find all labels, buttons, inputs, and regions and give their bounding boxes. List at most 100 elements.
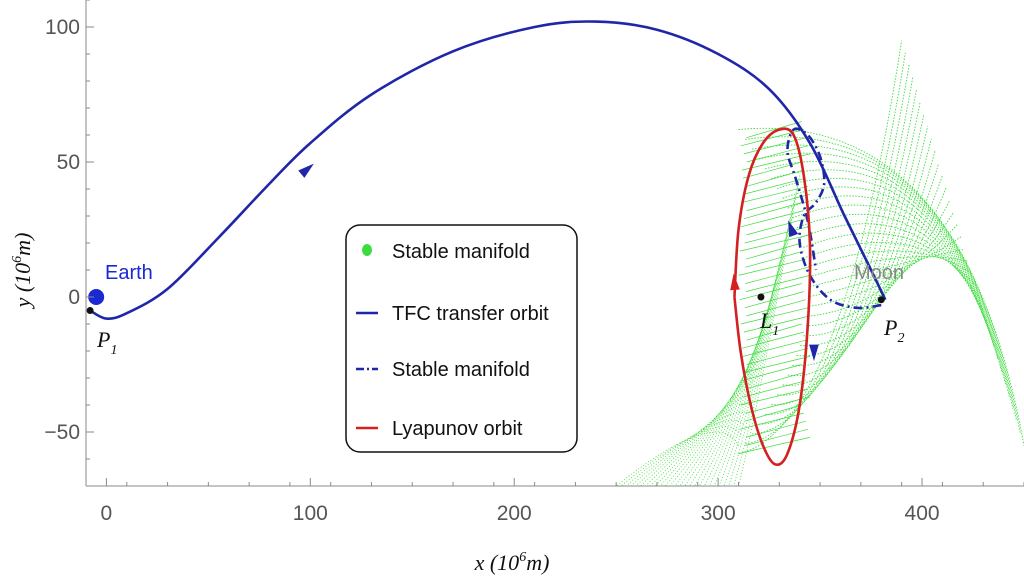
stable-manifold-trajectory <box>723 207 793 486</box>
stable-manifold-dashed-line <box>786 127 882 310</box>
stable-manifold-trajectory <box>746 347 808 365</box>
stable-manifold-trajectory <box>674 315 769 486</box>
stable-manifold-trajectory <box>745 52 906 445</box>
stable-manifold-trajectory <box>796 213 988 323</box>
stable-manifold-trajectory <box>743 315 810 333</box>
x-axis-title-sup: 6 <box>519 550 526 565</box>
p2-label: P2 <box>883 315 904 346</box>
stable-manifold-trajectory <box>751 144 1018 422</box>
stable-manifold-trajectory <box>718 218 791 486</box>
tfc-transfer-orbit-line <box>89 20 887 320</box>
stable-manifold-trajectory <box>738 437 810 454</box>
stable-manifold-trajectory <box>699 261 781 486</box>
stable-manifold-trajectory <box>744 226 808 244</box>
legend-label: Stable manifold <box>392 241 530 263</box>
stable-manifold-trajectory <box>752 64 910 435</box>
lyapunov-orbit-line <box>733 127 812 467</box>
stable-manifold-trajectory <box>745 428 808 446</box>
stable-manifold-trajectory <box>796 163 940 357</box>
legend-item-lyapunov-orbit: Lyapunov orbit <box>356 418 523 440</box>
stable-manifold-trajectory <box>741 364 802 382</box>
stable-manifold-trajectory <box>765 89 917 415</box>
x-tick-label: 200 <box>497 502 532 525</box>
l1-label: L1 <box>759 308 779 339</box>
stable-manifold-trajectory <box>739 412 804 430</box>
y-tick-label: 0 <box>68 286 80 309</box>
p1-point <box>86 307 94 314</box>
stable-manifold-trajectory <box>745 136 1021 434</box>
stable-manifold-trajectory <box>650 369 756 486</box>
stable-manifold-trajectory <box>740 307 808 325</box>
stable-manifold-trajectory <box>640 391 751 486</box>
p2-label-sub: 2 <box>897 331 904 346</box>
stable-manifold-trajectory <box>807 212 954 317</box>
stable-manifold-trajectory <box>771 169 1006 385</box>
x-axis-title: x (106m) <box>474 550 550 575</box>
stable-manifold-trajectory <box>746 372 804 390</box>
l1-label-sub: 1 <box>772 324 779 339</box>
stable-manifold-trajectory <box>694 272 779 486</box>
stable-manifold-trajectory <box>809 224 958 307</box>
stable-manifold-trajectory <box>742 339 806 357</box>
stable-manifold-trajectory <box>615 431 739 486</box>
stable-manifold-trajectory <box>782 186 999 360</box>
stable-manifold-trajectory <box>800 175 943 347</box>
stable-manifold-trajectory <box>744 291 804 309</box>
transfer-direction-arrow <box>809 344 819 361</box>
stable-manifold-trajectory <box>689 283 776 486</box>
stable-manifold-trajectory <box>741 153 810 171</box>
stable-manifold-trajectory <box>745 266 808 284</box>
stable-manifold-cloud <box>615 40 1024 486</box>
stable-manifold-trajectory <box>620 426 742 486</box>
x-tick-label: 400 <box>905 502 940 525</box>
stable-manifold-trajectory <box>669 326 766 486</box>
stable-manifold-trajectory <box>746 299 806 317</box>
stable-manifold-trajectory <box>745 275 810 292</box>
legend-item-transfer-orbit: TFC transfer orbit <box>356 303 549 325</box>
stable-manifold-trajectory <box>738 258 806 276</box>
stable-manifold-trajectory <box>771 101 921 406</box>
legend-item-stable-manifold-dot: Stable manifold <box>362 241 530 263</box>
stable-manifold-trajectory <box>625 420 744 486</box>
stable-manifold-trajectory <box>764 161 1010 397</box>
stable-manifold-trajectory <box>635 401 749 486</box>
stable-manifold-trajectory <box>787 195 995 348</box>
stable-manifold-trajectory <box>745 250 804 268</box>
stable-manifold-trajectory <box>630 411 746 486</box>
stable-manifold-trajectory <box>740 388 808 406</box>
stable-manifold-trajectory <box>741 185 808 203</box>
legend-box <box>345 224 578 453</box>
stable-manifold-trajectory <box>664 337 764 486</box>
p2-point <box>877 296 885 304</box>
p1-label-sub: 1 <box>110 343 117 358</box>
legend: Stable manifold TFC transfer orbit Stabl… <box>345 224 578 453</box>
transfer-direction-arrow <box>298 163 314 178</box>
p1-label: P1 <box>96 327 117 358</box>
legend-item-stable-manifold-dashed: Stable manifold <box>356 359 530 381</box>
stable-manifold-trajectory <box>742 356 810 373</box>
stable-manifold-trajectory <box>746 121 802 139</box>
y-tick-label: 50 <box>57 151 80 174</box>
stable-manifold-trajectory <box>679 304 771 486</box>
stable-manifold-trajectory <box>741 331 804 349</box>
stable-manifold-trajectory <box>740 210 804 228</box>
stable-manifold-trajectory <box>713 229 788 486</box>
x-tick-label: 0 <box>101 502 113 525</box>
moon-label: Moon <box>854 262 904 284</box>
stable-manifold-trajectory <box>733 186 798 486</box>
stable-manifold-trajectory <box>739 234 810 252</box>
stable-manifold-trajectory <box>805 242 977 287</box>
stable-manifold-trajectory <box>659 348 761 486</box>
stable-manifold-trajectory <box>708 240 786 486</box>
stable-manifold-trajectory <box>745 242 802 260</box>
earth-label: Earth <box>105 262 153 284</box>
stable-manifold-trajectory <box>743 202 802 220</box>
y-tick-label: 100 <box>45 16 80 39</box>
stable-manifold-trajectory <box>809 256 969 278</box>
x-tick-label: 100 <box>293 502 328 525</box>
tick-layer: 0 100 200 300 400 −50 0 50 100 <box>44 0 1024 525</box>
legend-label: Stable manifold <box>392 359 530 381</box>
y-axis-title: y (106m) <box>10 233 35 310</box>
stable-manifold-trajectory <box>809 248 965 288</box>
